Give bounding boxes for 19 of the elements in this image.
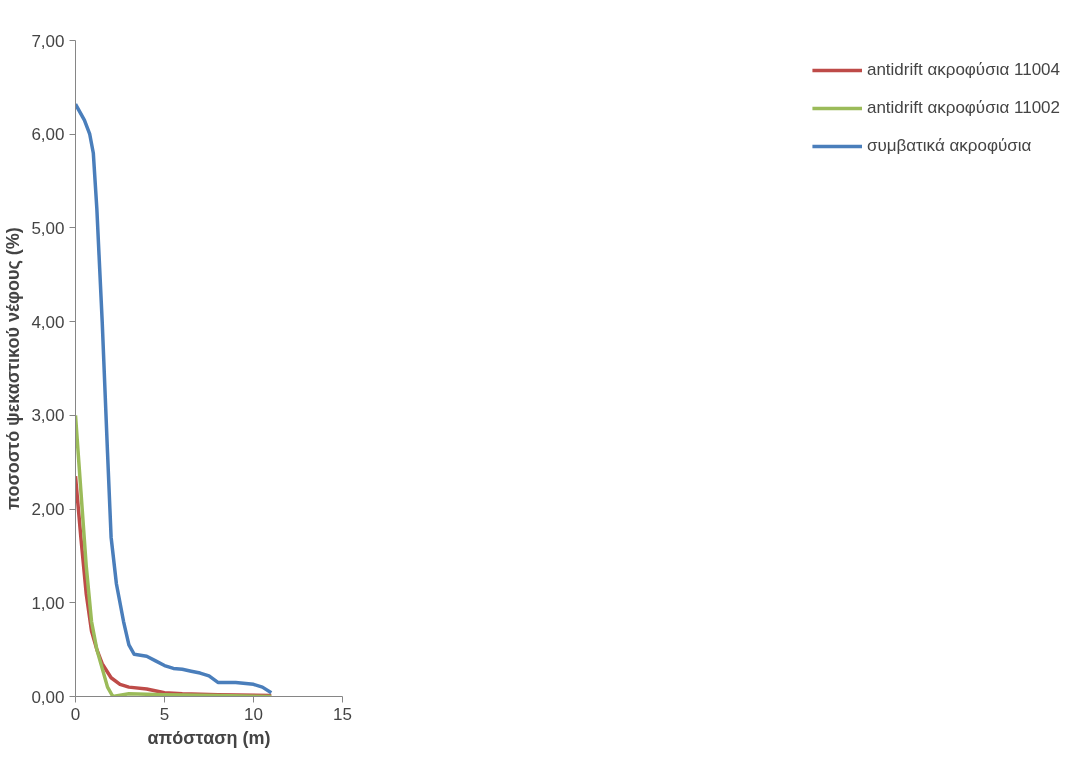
y-tick-label: 6,00 <box>31 125 65 145</box>
y-tick-label: 7,00 <box>31 31 65 51</box>
y-axis-title: ποσοστό ψεκαστικού νέφους (%) <box>3 227 24 510</box>
legend-label: συμβατικά ακροφύσια <box>866 136 1032 156</box>
x-tick-label: 0 <box>70 704 81 724</box>
y-tick-label: 0,00 <box>31 687 65 707</box>
legend-label: antidrift ακροφύσια 11004 <box>866 60 1060 80</box>
y-tick-label: 5,00 <box>31 218 65 238</box>
line-series <box>75 102 274 695</box>
legend-label: antidrift ακροφύσια 11002 <box>866 98 1060 118</box>
x-axis-title: απόσταση (m) <box>147 727 271 748</box>
y-tick-label: 2,00 <box>31 500 65 520</box>
y-tick-label: 1,00 <box>31 593 65 613</box>
y-tick-label: 3,00 <box>31 406 65 426</box>
y-tick-label: 4,00 <box>31 312 65 332</box>
line-series <box>75 413 274 697</box>
x-tick-label: 10 <box>244 704 263 724</box>
x-tick-label: 5 <box>159 704 170 724</box>
x-tick-label: 15 <box>333 704 352 724</box>
